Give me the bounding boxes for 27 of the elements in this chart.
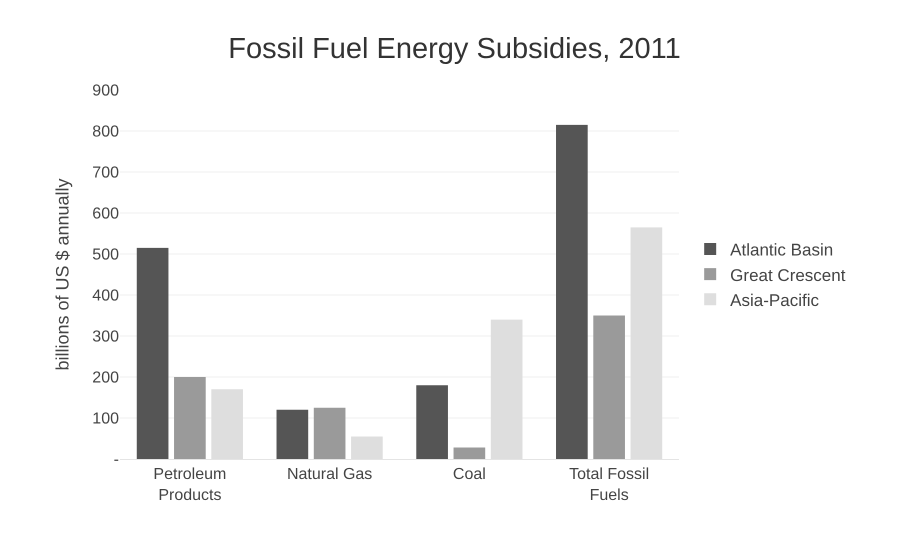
x-tick-label: Coal: [452, 466, 486, 484]
y-tick-label: 800: [92, 124, 120, 141]
bar: [276, 410, 308, 459]
legend-label: Great Crescent: [730, 266, 846, 285]
y-tick-label: 900: [92, 82, 120, 100]
bar: [454, 448, 486, 459]
bar: [174, 377, 206, 459]
y-tick-label: -: [114, 452, 119, 469]
legend-label: Asia-Pacific: [730, 290, 820, 310]
y-tick-label: 300: [92, 328, 120, 346]
y-tick-label: 700: [92, 164, 120, 182]
y-tick-label: 400: [92, 288, 120, 305]
bar: [314, 408, 346, 459]
chart-title: Fossil Fuel Energy Subsidies, 2011: [228, 33, 681, 66]
legend-label: Atlantic Basin: [730, 240, 834, 260]
bar: [556, 124, 588, 459]
bar: [136, 248, 168, 459]
y-tick-label: 500: [92, 246, 120, 264]
y-tick-label: 100: [92, 410, 120, 428]
bar: [416, 385, 448, 459]
bar: [593, 316, 625, 459]
y-tick-label: 200: [92, 370, 120, 387]
y-axis-title: billions of US $ annually: [52, 178, 72, 371]
x-tick-label: Total Fossil Fuels: [569, 466, 650, 504]
x-tick-label: Petroleum Products: [153, 466, 226, 504]
y-tick-label: 600: [92, 206, 120, 223]
x-tick-label: Natural Gas: [286, 466, 372, 484]
